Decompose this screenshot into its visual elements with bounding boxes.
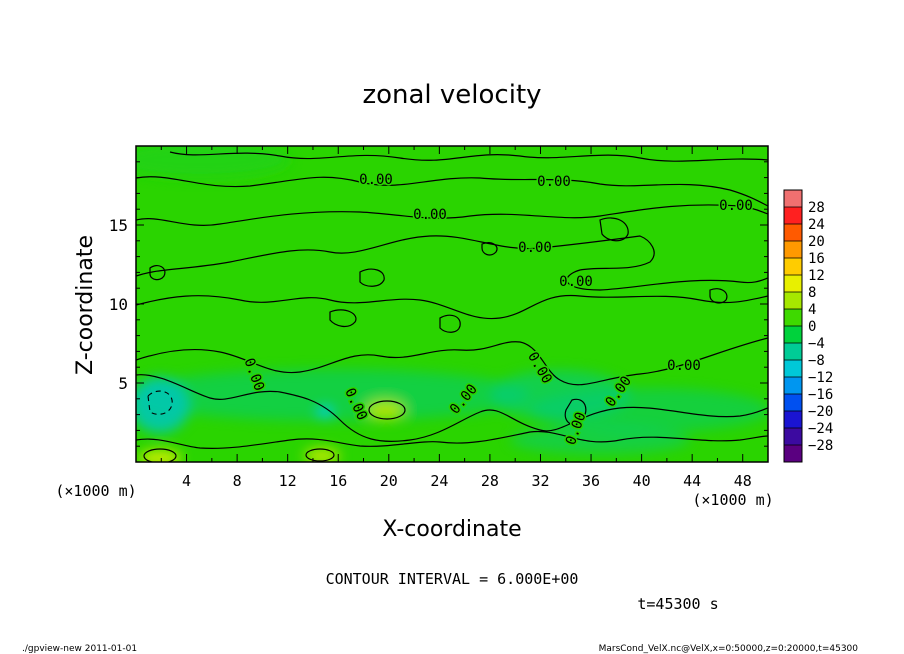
x-tick-label: 8 [233,472,242,490]
contour-label: 0.00 [667,358,701,374]
colorbar-swatch [784,224,802,242]
contour-closed [439,314,461,333]
contour-dashed [147,390,173,415]
contour-closed [709,288,728,304]
contour-line [136,235,768,291]
field-patch-upper-left [136,146,290,178]
x-tick-label: 44 [683,472,701,490]
field-patch-left-low [136,377,190,433]
x-tick-label: 4 [182,472,191,490]
colorbar-label: −8 [808,353,825,369]
contour-label: 0.00 [413,207,447,223]
x-tick-label: 40 [633,472,651,490]
field-fill [136,146,768,462]
contour-lines [136,151,768,462]
contour-line [136,176,768,207]
contour-line [136,294,768,320]
colorbar-swatch [784,258,802,276]
x-tick-label: 24 [430,472,448,490]
colorbar-label: 20 [808,234,825,250]
colorbar-swatch [784,292,802,310]
colorbar-swatch [784,445,802,463]
colorbar-swatch [784,326,802,344]
colorbar-swatch [784,275,802,293]
contour-closed [564,398,587,425]
y-tick-label: 5 [118,374,128,393]
colorbar-swatch [784,241,802,259]
field-patch-cyan-small [316,406,334,418]
colorbar-label: −24 [808,421,833,437]
colorbar-label: −20 [808,404,833,420]
colorbar-label: −28 [808,438,833,454]
x-tick-label: 48 [734,472,752,490]
y-tick-label: 15 [109,216,128,235]
contour-line [169,151,768,162]
colorbar-label: 0 [808,319,816,335]
colorbar-swatch [784,343,802,361]
colorbar-label: −12 [808,370,833,386]
colorbar-label: 24 [808,217,825,233]
footer-right: MarsCond_VelX.nc@VelX,x=0:50000,z=0:2000… [599,644,859,654]
x-tick-label: 16 [329,472,347,490]
colorbar-label: 8 [808,285,816,301]
contour-closed [149,264,166,281]
colorbar-label: −16 [808,387,833,403]
colorbar-label: 4 [808,302,816,318]
time-note: t=45300 s [637,595,718,613]
contour-line [136,204,768,226]
x-tick-label: 12 [279,472,297,490]
contour-closed [481,242,498,256]
contour-closed [305,448,335,462]
colorbar-label: −4 [808,336,825,352]
field-patch-lower-right [510,426,690,454]
x-axis-ticks: 4 8 12 16 20 24 28 32 36 40 44 48 [160,146,752,490]
colorbar-label: 12 [808,268,825,284]
colorbar-swatch [784,394,802,412]
x-axis-unit: (×1000 m) [692,491,773,509]
contour-closed [368,400,406,420]
colorbar-swatch [784,428,802,446]
colorbar-swatch [784,309,802,327]
y-axis-ticks: 5 10 15 [109,161,768,447]
x-tick-label: 32 [531,472,549,490]
contour-line [136,430,768,449]
contour-label: 0.00 [537,174,571,190]
colorbar-swatch [784,190,802,208]
contour-closed [599,217,629,242]
contour-label: 0.00 [719,198,753,214]
contour-label: 0.00 [559,274,593,290]
x-tick-label: 28 [481,472,499,490]
contour-closed [329,309,357,328]
y-axis-title: Z-coordinate [73,235,98,375]
y-axis-unit: (×1000 m) [55,482,136,500]
contour-line [136,337,768,386]
colorbar-swatch [784,377,802,395]
colorbar-swatch [784,411,802,429]
colorbar-label: 16 [808,251,825,267]
field-patch-blob-yellow [365,400,405,420]
x-axis-title: X-coordinate [382,517,521,542]
contour-label: 0.00 [518,240,552,256]
y-tick-label: 10 [109,295,128,314]
contour-lines-dashed [147,390,173,415]
contour-line [136,374,768,442]
contour-closed [359,268,385,287]
contour-label: 0.00 [359,172,393,188]
field-patch-mid-band [136,369,530,421]
field-patch-bottom-left-yellow [138,450,182,462]
colorbar-label: 28 [808,200,825,216]
contour-interval-note: CONTOUR INTERVAL = 6.000E+00 [326,570,579,588]
footer-left: ./gpview-new 2011-01-01 [22,644,137,654]
colorbar-swatch [784,360,802,378]
contour-closed [143,448,177,462]
colorbar-swatch [784,207,802,225]
x-tick-label: 36 [582,472,600,490]
chart-title: zonal velocity [362,80,541,110]
x-tick-label: 20 [380,472,398,490]
